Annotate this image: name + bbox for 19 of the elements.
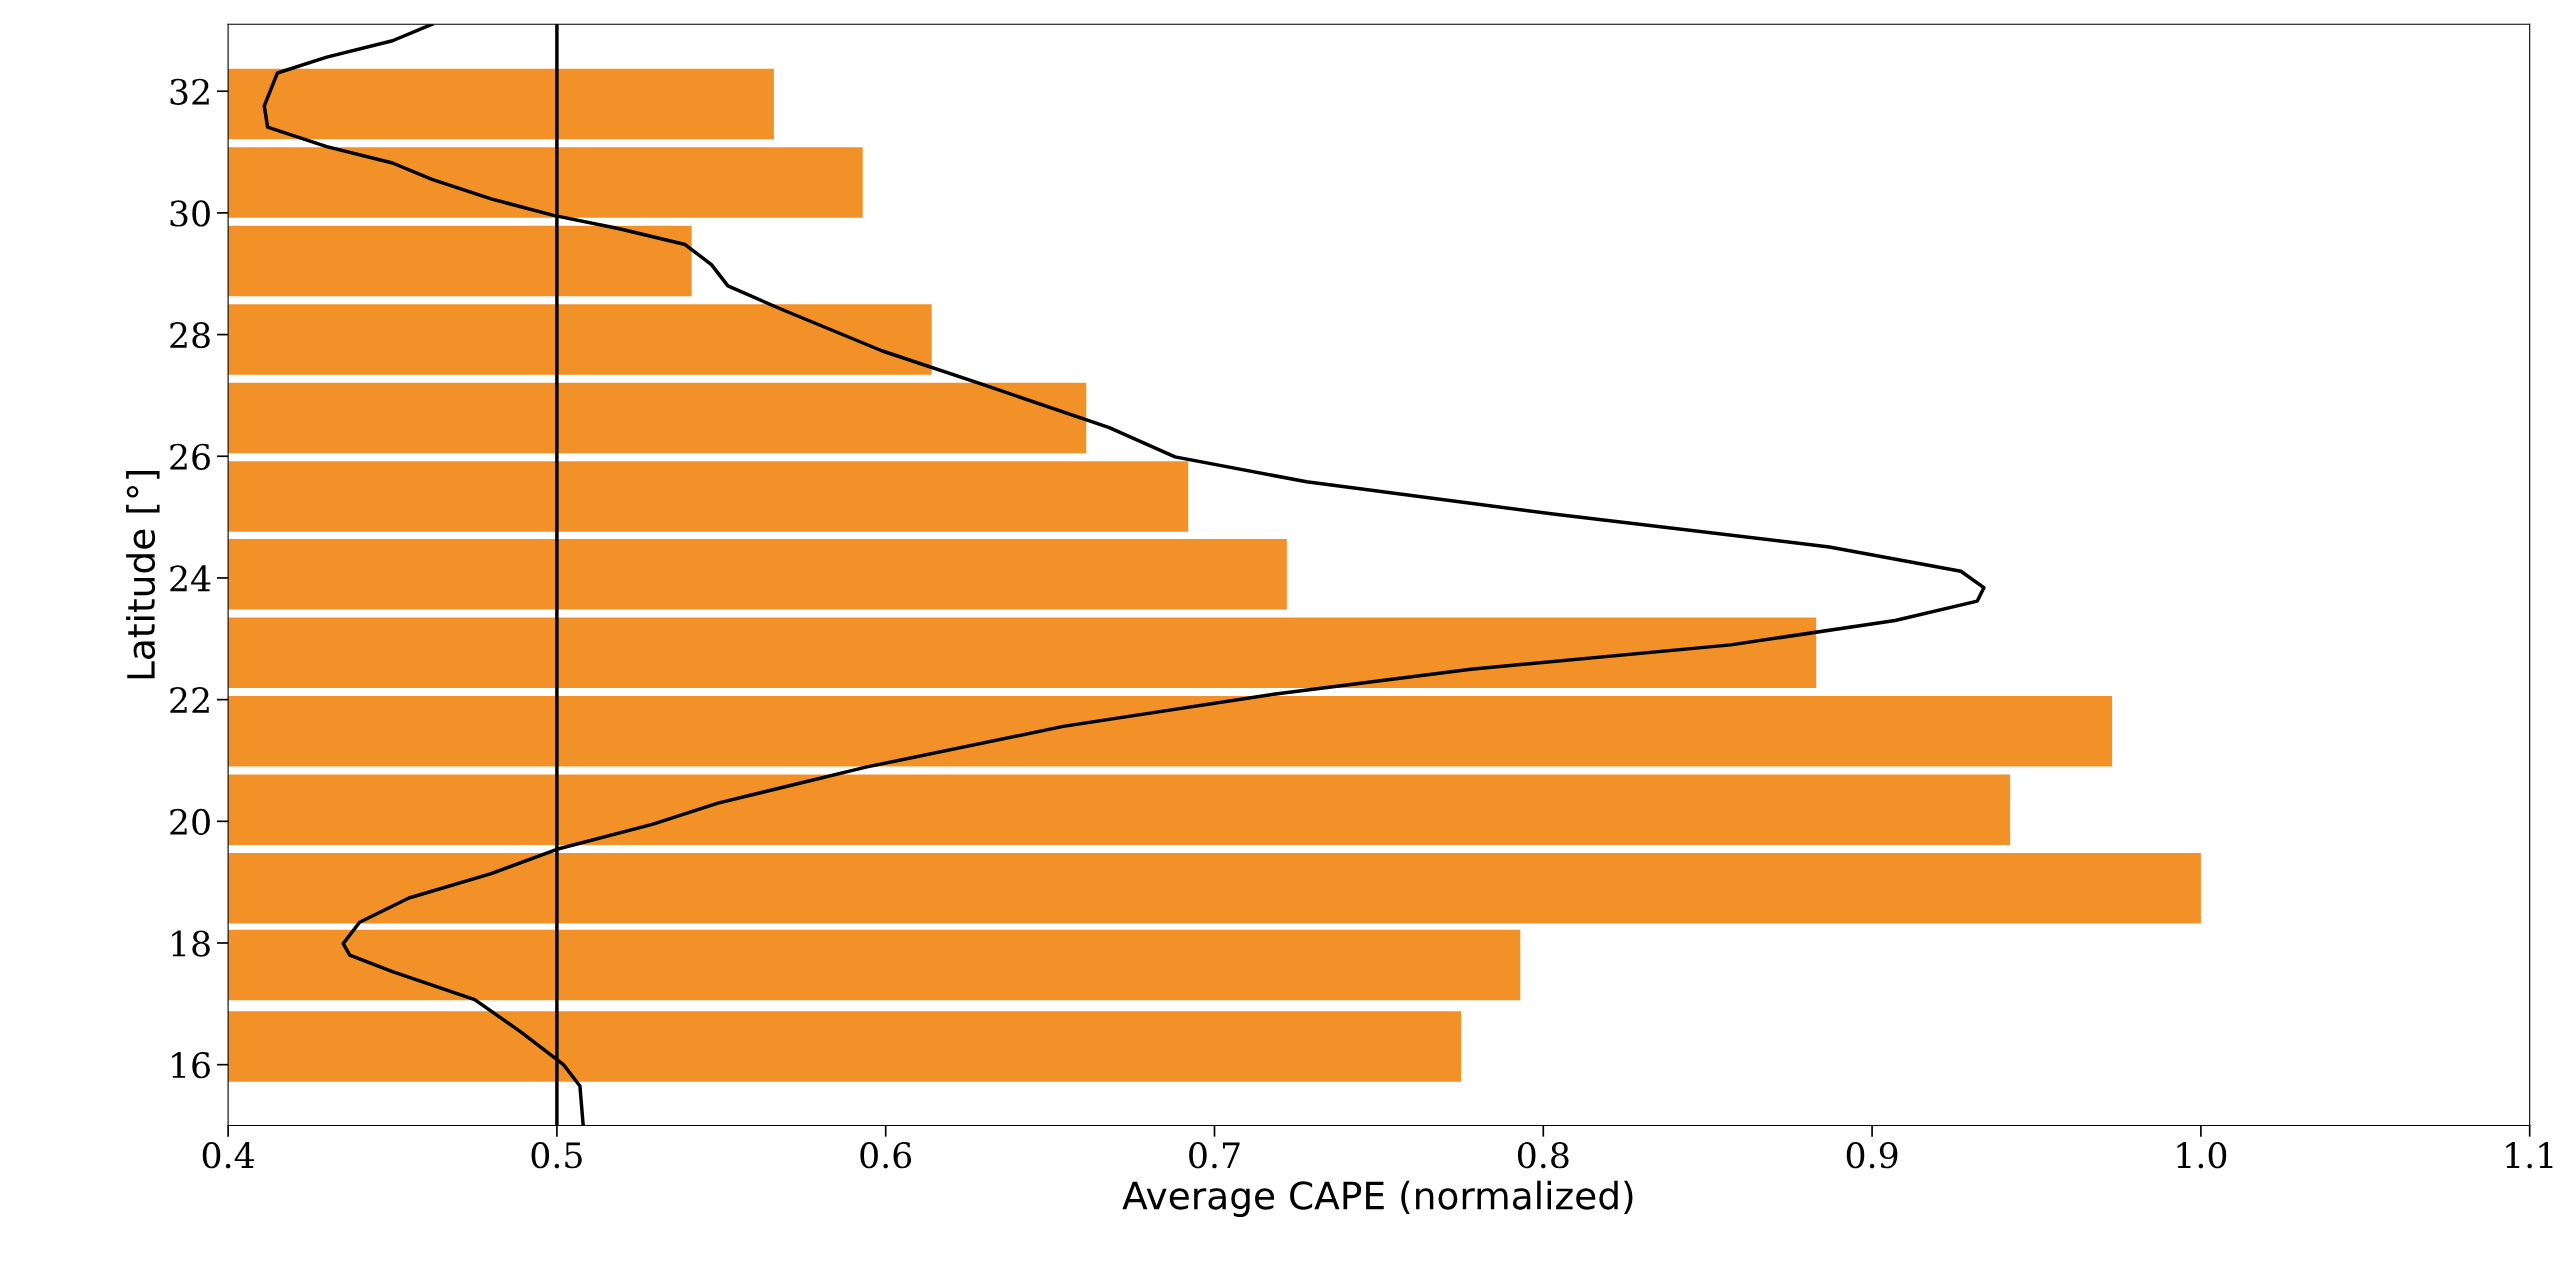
x-tick-label: 1.1: [2506, 1142, 2553, 1169]
y-tick-label: 24: [170, 565, 211, 592]
y-tick-label: 26: [170, 443, 210, 470]
x-tick-label: 1.0: [2177, 1142, 2227, 1169]
x-tick-label: 0.7: [1189, 1142, 1240, 1169]
y-axis-title: Latitude [°]: [126, 471, 160, 679]
y-tick-label: 28: [170, 322, 210, 349]
y-tick-label: 16: [172, 1052, 210, 1079]
x-tick-label: 0.8: [1517, 1142, 1569, 1169]
x-tick-label: 0.6: [860, 1142, 912, 1169]
y-tick-label: 22: [170, 687, 209, 713]
y-tick-label: 18: [172, 930, 210, 957]
y-tick-label: 30: [170, 200, 210, 227]
y-tick-label: 32: [170, 78, 209, 105]
x-tick-label: 0.5: [531, 1142, 582, 1169]
x-tick-label: 0.9: [1846, 1142, 1898, 1169]
y-tick-label: 20: [170, 808, 210, 835]
x-tick-label: 0.4: [202, 1142, 254, 1169]
x-axis-title: Average CAPE (normalized): [1122, 1180, 1633, 1217]
